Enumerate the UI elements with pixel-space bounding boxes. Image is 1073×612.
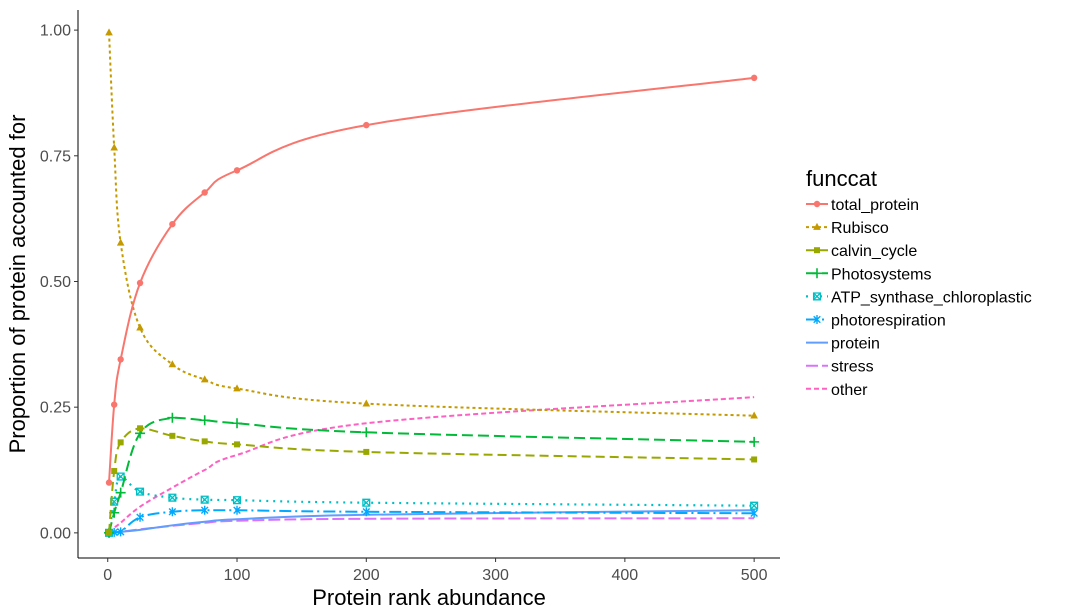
data-point xyxy=(106,529,113,536)
legend-key-marker xyxy=(812,268,822,279)
data-point xyxy=(105,479,113,486)
plot-area xyxy=(104,28,760,538)
legend-label: stress xyxy=(831,359,874,376)
series-line-stress xyxy=(108,517,755,534)
data-point xyxy=(168,360,177,368)
series-line-photorespiration xyxy=(108,509,755,534)
x-tick-label: 0 xyxy=(103,567,112,584)
data-point xyxy=(750,508,758,518)
data-point xyxy=(232,418,243,429)
data-point xyxy=(169,432,176,439)
data-point xyxy=(200,495,209,504)
data-point xyxy=(749,436,760,447)
data-point xyxy=(233,505,241,515)
series-line-photosystems xyxy=(108,416,755,534)
data-point xyxy=(233,384,241,392)
legend-label: Rubisco xyxy=(831,220,889,237)
data-point xyxy=(201,438,208,445)
data-point xyxy=(234,441,241,448)
legend-key-marker xyxy=(812,292,822,301)
legend-label: calvin_cycle xyxy=(831,243,917,260)
series-line-total-protein xyxy=(108,76,755,483)
legend-key-marker xyxy=(813,315,821,324)
x-tick-label: 500 xyxy=(741,567,768,584)
y-tick-label: 0.25 xyxy=(40,400,71,417)
x-tick-label: 200 xyxy=(353,567,380,584)
data-point xyxy=(136,323,144,331)
series-line-other xyxy=(108,396,755,534)
legend: funccat total_protein Rubisco calvin_cycle… xyxy=(806,166,1032,399)
data-point xyxy=(117,439,124,446)
data-point xyxy=(750,74,758,82)
series-line-rubisco xyxy=(108,32,755,417)
legend-title: funccat xyxy=(806,166,877,191)
data-point xyxy=(110,143,118,151)
data-point xyxy=(136,279,144,287)
legend-label: protein xyxy=(831,336,880,353)
legend-key-marker xyxy=(813,222,821,230)
x-axis-title: Protein rank abundance xyxy=(312,585,546,610)
y-tick-label: 1.00 xyxy=(40,23,71,40)
series-line-calvin-cycle xyxy=(108,427,755,533)
data-point xyxy=(115,487,126,498)
data-point xyxy=(363,448,370,455)
data-point xyxy=(116,527,125,537)
data-point xyxy=(361,427,372,438)
data-point xyxy=(111,468,118,475)
data-point xyxy=(137,425,144,432)
data-point xyxy=(136,512,144,522)
data-point xyxy=(116,238,125,246)
data-point xyxy=(363,121,370,129)
data-point xyxy=(169,220,176,228)
y-tick-label: 0.00 xyxy=(40,525,71,542)
data-point xyxy=(233,167,241,174)
series-line-atp-synthase-chloroplastic xyxy=(107,475,755,534)
x-tick-label: 400 xyxy=(612,567,639,584)
legend-label: other xyxy=(831,382,868,399)
data-point xyxy=(750,411,758,419)
data-point xyxy=(199,415,210,426)
y-axis-title: Proportion of protein accounted for xyxy=(5,115,30,454)
legend-key-marker xyxy=(813,200,821,208)
data-point xyxy=(117,356,124,363)
data-point xyxy=(362,399,371,407)
data-point xyxy=(232,496,242,505)
data-point xyxy=(168,493,177,502)
y-tick-label: 0.75 xyxy=(40,148,71,165)
legend-key-marker xyxy=(814,247,820,254)
axes: 0.00 0.25 0.50 0.75 1.00 0 100 200 300 400 500 xyxy=(40,10,780,584)
data-point xyxy=(116,472,125,481)
legend-label: ATP_synthase_chloroplastic xyxy=(831,289,1032,306)
data-point xyxy=(200,505,209,515)
x-tick-label: 300 xyxy=(482,567,509,584)
data-point xyxy=(167,412,178,423)
legend-label: photorespiration xyxy=(831,313,946,330)
data-point xyxy=(105,28,113,36)
y-tick-label: 0.50 xyxy=(40,274,71,291)
legend-label: Photosystems xyxy=(831,266,931,283)
data-point xyxy=(751,456,758,463)
legend-label: total_protein xyxy=(831,197,919,214)
data-point xyxy=(362,507,371,517)
data-point xyxy=(110,401,118,408)
x-tick-label: 100 xyxy=(224,567,251,584)
data-point xyxy=(168,507,177,517)
data-point xyxy=(750,501,759,510)
data-point xyxy=(200,375,209,383)
data-point xyxy=(362,498,371,507)
data-point xyxy=(201,189,208,196)
data-point xyxy=(136,487,145,496)
